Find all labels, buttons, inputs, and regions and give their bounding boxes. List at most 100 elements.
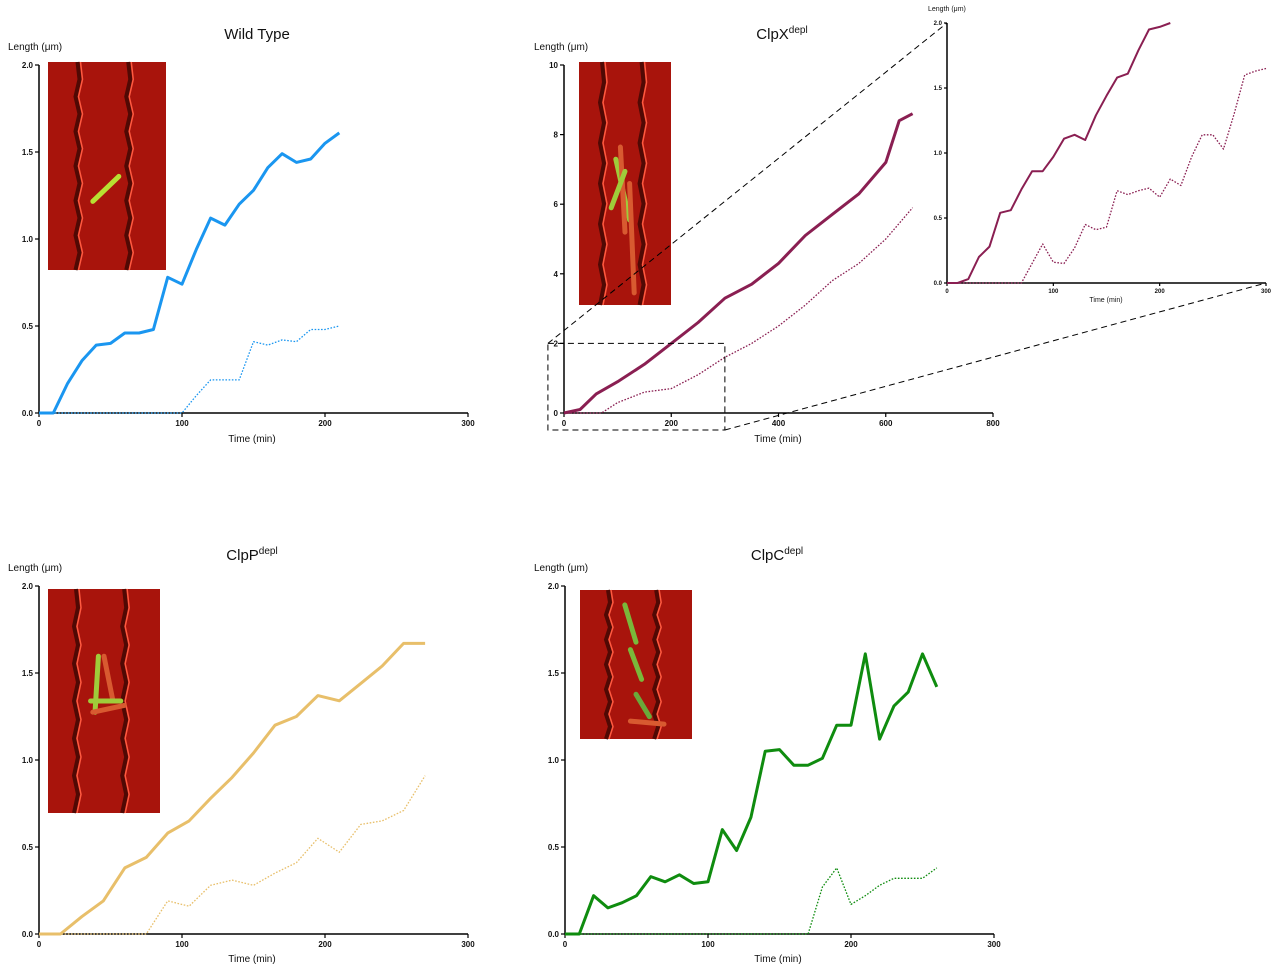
clpc-y-tick-label: 1.5 [548, 669, 560, 678]
clpc-micrograph-cell [622, 602, 639, 645]
clpx-inset-x-tick-label: 200 [1155, 289, 1166, 295]
wt-y-axis-label: Length (μm) [8, 42, 62, 53]
clpc-micrograph-wall [652, 589, 661, 740]
clpp-y-axis-label: Length (μm) [8, 563, 62, 574]
clpx-y-tick-label: 2 [554, 339, 559, 348]
clpx-inset-y-tick-label: 0.0 [934, 281, 943, 287]
clpx-micrograph-cell [617, 144, 628, 235]
clpx-y-tick-label: 6 [554, 200, 559, 209]
clpx-x-axis-label: Time (min) [754, 434, 801, 445]
wt-y-tick-label: 0.5 [22, 322, 34, 331]
clpx-y-tick-label: 10 [549, 61, 558, 70]
clpp-x-tick-label: 0 [37, 940, 42, 949]
wt-micrograph [48, 61, 166, 271]
clpp-y-tick-label: 2.0 [22, 582, 34, 591]
wt-panel: Wild Type 0 100 200 300 0.0 0.5 1.0 1.5 2.0 Time (… [8, 26, 475, 445]
clpc-x-tick-label: 300 [987, 940, 1001, 949]
wt-x-axis-label: Time (min) [228, 434, 275, 445]
wt-title-main: Wild Type [224, 26, 290, 43]
clpx-inset-y-tick-label: 0.5 [934, 216, 943, 222]
clpc-panel: ClpCdepl 0 100 200 300 0.0 0.5 1.0 1.5 2.0 Time (m… [534, 546, 1001, 965]
clpx-inset-x-axis-label: Time (min) [1089, 297, 1122, 304]
wt-series-dotted-line [39, 325, 340, 414]
clpc-x-axis-label: Time (min) [754, 954, 801, 965]
wt-micrograph-wall-edge [77, 61, 84, 271]
clpc-micrograph-wall-edge [656, 589, 662, 740]
clpx-y-tick-label: 4 [554, 270, 559, 279]
clpc-y-tick-label: 2.0 [548, 582, 560, 591]
clpp-panel: ClpPdepl 0 100 200 300 0.0 0.5 1.0 1.5 2.0 Time (m… [8, 546, 475, 965]
clpp-micrograph-cell [101, 653, 116, 704]
clpx-panel: ClpXdepl 0 200 400 600 800 0 2 4 6 8 10 Time (min) Le… [534, 25, 1000, 445]
clpx-series-solid-line [563, 112, 914, 415]
clpc-micrograph-cell [627, 718, 667, 727]
wt-x-tick-label: 300 [461, 419, 475, 428]
clpp-title: ClpPdepl [226, 546, 277, 564]
clpx-series-dotted-line [564, 207, 914, 414]
clpc-x-tick-label: 200 [844, 940, 858, 949]
clpc-y-tick-label: 0.5 [548, 843, 560, 852]
clpx-inset-x-tick-label: 0 [945, 289, 949, 295]
clpx-title-main: ClpX [756, 26, 789, 43]
clpp-micrograph-wall [71, 588, 81, 814]
clpx-micrograph-wall-edge [602, 61, 608, 306]
clpx-x-tick-label: 0 [562, 419, 567, 428]
clpp-micrograph-wall-edge [124, 588, 130, 814]
clpx-inset-y-tick-label: 1.5 [934, 86, 943, 92]
clpc-series-dotted-line [565, 867, 938, 935]
wt-series-solid-line [39, 131, 341, 415]
wt-y-tick-label: 0.0 [22, 409, 34, 418]
clpp-x-tick-label: 100 [175, 940, 189, 949]
clpx-inset-y-tick-label: 1.0 [934, 151, 943, 157]
clpp-x-tick-label: 300 [461, 940, 475, 949]
clpc-title: ClpCdepl [751, 546, 803, 564]
wt-y-tick-label: 2.0 [22, 61, 34, 70]
clpc-y-axis-label: Length (μm) [534, 563, 588, 574]
clpp-y-tick-label: 1.0 [22, 756, 34, 765]
clpx-y-tick-label: 8 [554, 131, 559, 140]
clpx-micrograph-wall [637, 61, 646, 306]
clpx-micrograph-wall [597, 61, 607, 306]
wt-micrograph-wall-edge [128, 61, 135, 271]
wt-micrograph-bg [48, 62, 166, 270]
clpx-zoom-connector [547, 22, 948, 344]
clpp-title-sup: depl [259, 546, 278, 557]
clpp-micrograph-cell [92, 653, 101, 715]
clpx-inset-y-axis-label: Length (μm) [928, 6, 966, 13]
clpx-zoom-connector [724, 282, 1267, 431]
clpx-y-tick-label: 0 [554, 409, 559, 418]
clpx-x-tick-label: 800 [986, 419, 1000, 428]
clpc-series-solid-line [565, 652, 939, 936]
clpx-title: ClpXdepl [756, 25, 807, 43]
clpx-title-sup: depl [789, 25, 808, 36]
clpx-inset-x-tick-label: 300 [1261, 289, 1272, 295]
clpp-micrograph [48, 588, 160, 814]
clpc-x-tick-label: 100 [701, 940, 715, 949]
wt-title: Wild Type [224, 26, 290, 43]
clpx-x-tick-label: 600 [879, 419, 893, 428]
clpc-x-tick-label: 0 [563, 940, 568, 949]
clpp-y-tick-label: 1.5 [22, 669, 34, 678]
clpp-y-tick-label: 0.0 [22, 930, 34, 939]
clpp-micrograph-wall-edge [76, 588, 82, 814]
clpp-micrograph-cell [90, 702, 127, 715]
clpx-zoom-box [547, 342, 726, 431]
clpx-micrograph-cell [627, 181, 637, 296]
clpc-title-main: ClpC [751, 547, 785, 564]
clpp-x-axis-label: Time (min) [228, 954, 275, 965]
wt-micrograph-cell [90, 173, 122, 204]
clpx-micrograph-cell [608, 168, 628, 211]
clpp-series-solid-line [39, 641, 426, 936]
clpx-micrograph [579, 61, 671, 306]
wt-x-tick-label: 100 [175, 419, 189, 428]
clpx-inset-x-tick-label: 100 [1048, 289, 1059, 295]
clpx-micrograph-wall-edge [641, 61, 648, 306]
clpx-inset-y-tick-label: 2.0 [934, 21, 943, 27]
clpc-y-tick-label: 1.0 [548, 756, 560, 765]
clpx-inset-series-solid-line [947, 22, 1171, 284]
clpx-inset-series-dotted-line [947, 67, 1267, 284]
wt-x-tick-label: 200 [318, 419, 332, 428]
clpp-x-tick-label: 200 [318, 940, 332, 949]
